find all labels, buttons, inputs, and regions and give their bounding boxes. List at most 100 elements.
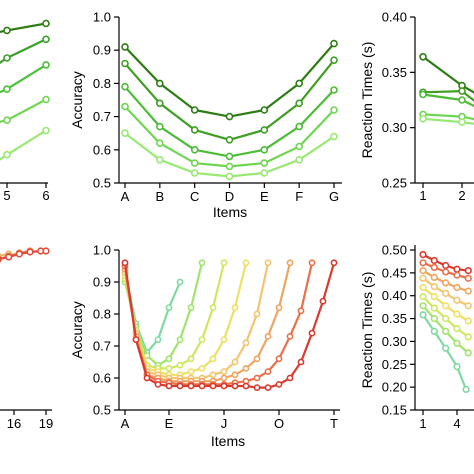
data-point — [198, 364, 206, 372]
data-point — [275, 355, 283, 363]
panel-top-middle: 0.5 0.6 0.7 0.8 0.9 1.0 A B C D E F G Accuracy Item… — [69, 10, 342, 220]
data-point — [464, 333, 472, 341]
data-point — [121, 102, 129, 111]
data-point — [242, 382, 250, 390]
y-ticks: 0.15 0.20 0.25 0.30 0.35 0.40 0.45 0.50 — [382, 243, 415, 418]
data-point — [442, 344, 450, 352]
data-point — [330, 86, 338, 94]
data-point — [190, 169, 199, 177]
data-point — [464, 349, 472, 357]
x-tick-label: E — [260, 189, 269, 204]
data-point — [453, 296, 461, 304]
data-point — [430, 283, 438, 291]
data-point — [419, 274, 427, 282]
data-point — [458, 118, 466, 126]
data-point — [453, 310, 461, 318]
y-tick-label: 0.45 — [382, 265, 407, 280]
data-point — [330, 39, 338, 48]
data-point — [176, 361, 184, 369]
data-point — [242, 259, 250, 267]
data-point — [453, 363, 461, 371]
y-axis-label: Accuracy — [69, 301, 85, 359]
x-tick-label: D — [225, 189, 234, 204]
data-point — [264, 259, 272, 267]
data-point — [187, 304, 195, 311]
data-point — [42, 247, 50, 255]
data-point — [0, 256, 2, 262]
x-axis-label: Items — [211, 433, 245, 449]
series-line — [0, 129, 47, 161]
series-line — [0, 252, 9, 257]
data-point — [42, 35, 50, 44]
x-tick-label: F — [295, 189, 303, 204]
data-point — [209, 355, 217, 363]
data-point — [442, 279, 450, 287]
data-point — [225, 136, 234, 144]
data-point — [165, 355, 173, 363]
data-point — [430, 263, 438, 272]
data-point — [464, 287, 472, 295]
series-group — [121, 39, 338, 181]
data-point — [419, 259, 427, 267]
data-point — [154, 336, 162, 343]
data-point — [121, 82, 129, 91]
data-point — [242, 339, 250, 347]
series-line — [0, 38, 47, 64]
y-tick-label: 0.8 — [93, 307, 111, 322]
data-point — [225, 172, 234, 181]
data-point — [430, 293, 438, 301]
data-point — [231, 304, 239, 311]
data-point — [176, 278, 184, 286]
data-point — [42, 19, 50, 28]
data-point — [190, 159, 199, 167]
y-tick-label: 0.25 — [382, 357, 407, 372]
data-point — [453, 283, 461, 292]
y-axis-label: Accuracy — [69, 71, 85, 129]
data-point — [165, 304, 173, 311]
x-tick-label: E — [165, 416, 174, 431]
data-point — [190, 106, 199, 114]
data-point — [42, 95, 50, 104]
y-tick-label: 0.25 — [382, 176, 407, 191]
data-point — [253, 310, 261, 318]
y-tick-label: 0.5 — [93, 403, 111, 418]
data-point — [176, 336, 184, 343]
y-tick-label: 0.7 — [93, 339, 111, 354]
y-tick-label: 0.8 — [93, 76, 111, 91]
y-tick-label: 0.35 — [382, 311, 407, 326]
y-tick-label: 0.35 — [382, 65, 407, 80]
data-point — [286, 374, 294, 382]
data-point — [458, 87, 466, 95]
data-point — [297, 307, 305, 315]
series-group — [419, 52, 474, 126]
data-point — [220, 382, 228, 390]
data-point — [430, 273, 438, 282]
data-point — [121, 43, 129, 51]
data-point — [430, 327, 438, 336]
data-point — [297, 358, 305, 366]
data-point — [464, 274, 472, 282]
data-point — [187, 368, 195, 375]
series-line — [124, 42, 335, 118]
data-point — [3, 85, 11, 93]
data-point — [156, 156, 164, 164]
data-point — [242, 364, 250, 372]
data-point — [190, 146, 199, 154]
data-point — [462, 385, 470, 394]
data-point — [419, 283, 427, 292]
data-point — [209, 304, 217, 311]
data-point — [295, 99, 304, 108]
data-point — [464, 302, 472, 310]
x-tick-label-4: 4 — [453, 416, 460, 431]
data-point — [253, 374, 261, 382]
y-tick-label: 0.6 — [93, 371, 111, 386]
data-point — [156, 79, 164, 88]
data-point — [419, 90, 427, 99]
y-tick-label: 0.9 — [93, 43, 111, 58]
x-tick-label: J — [221, 416, 228, 431]
data-point — [220, 336, 228, 343]
data-point — [442, 302, 450, 310]
panel-top-left: 5 6 — [0, 19, 50, 203]
data-point — [430, 256, 438, 265]
x-tick-label-1: 1 — [419, 188, 426, 203]
